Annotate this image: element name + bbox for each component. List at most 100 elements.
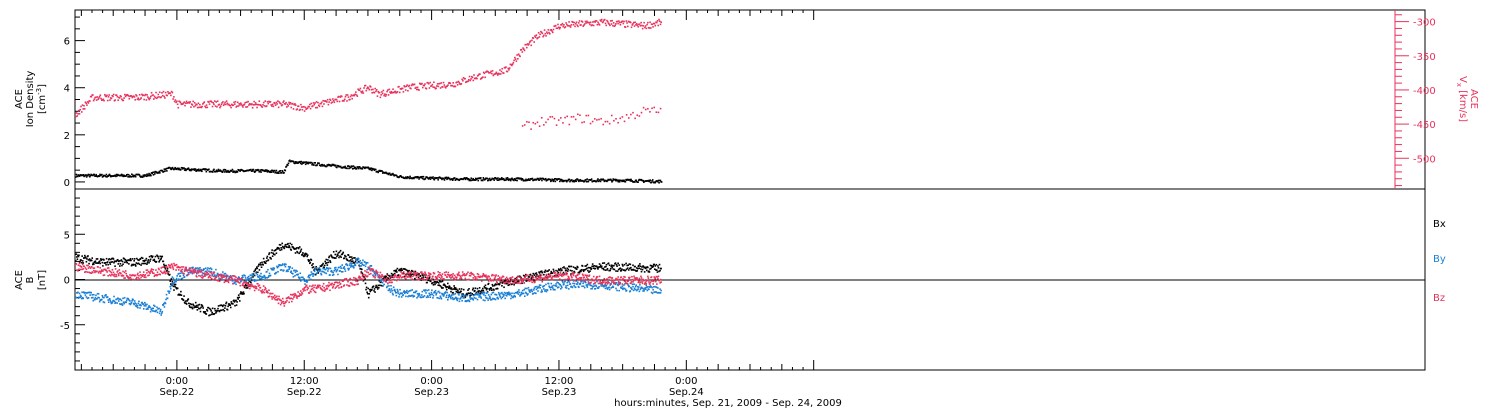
bz-point [186,270,189,272]
by-point [479,293,481,296]
bz-point [475,279,478,281]
by-point [477,292,480,295]
bx-point [621,268,623,270]
by-point [442,295,445,297]
by-point [545,283,547,286]
velocity-point [512,61,515,64]
bx-point [182,299,185,301]
velocity-point [184,102,187,104]
bx-point [391,276,393,278]
density-point [406,177,408,180]
density-point [467,178,470,180]
by-point [120,303,122,306]
by-point [538,285,540,288]
by-point [98,296,100,299]
density-point [321,163,324,166]
by-point [258,276,260,279]
bz-point [205,273,208,275]
by-point [508,294,511,296]
bx-point [604,269,607,271]
bz-point [355,280,357,282]
velocity-point [359,87,362,90]
bz-point [90,266,93,268]
bz-point [473,279,476,281]
bz-point [485,274,487,277]
bx-point [209,314,211,316]
density-point [420,176,423,179]
velocity-point [534,36,537,39]
velocity-point [526,43,529,45]
by-point [216,274,218,277]
by-point [261,276,264,279]
velocity-point [234,100,237,103]
by-point [77,291,79,294]
velocity-point [534,122,537,125]
by-point [535,292,537,295]
bx-point [315,268,318,270]
bx-point [476,287,479,290]
bz-point [268,289,270,291]
bz-point [470,271,472,274]
density-point [470,177,473,180]
by-point [627,284,630,286]
bx-point [169,280,172,282]
density-point [429,176,431,179]
velocity-point [623,120,626,123]
velocity-point [489,71,492,74]
density-point [364,167,366,170]
bx-point [449,286,451,289]
by-point [169,285,172,288]
bz-point [477,273,480,276]
bz-point [398,277,401,279]
bz-point [392,278,394,281]
by-point [659,292,662,294]
bz-point [277,302,280,305]
density-point [295,162,297,164]
bx-point [597,268,599,270]
by-point [482,299,485,301]
bz-point [84,267,87,269]
bz-point [436,277,438,280]
velocity-point [634,21,637,24]
bx-point [143,260,146,263]
bx-point [161,255,164,258]
bx-point [621,263,624,266]
by-point [120,299,123,302]
bx-point [406,269,409,272]
density-point [492,178,495,180]
bz-point [354,277,357,280]
bx-point [660,267,662,270]
density-point [300,160,303,163]
velocity-point [282,101,284,104]
velocity-point [202,103,204,105]
bx-point [111,257,113,260]
bz-point [414,271,416,274]
bx-point [92,262,95,265]
velocity-point [600,20,602,22]
bx-point [169,283,172,285]
bx-point [296,251,299,254]
by-point [98,300,101,303]
by-point [326,267,329,270]
velocity-point [612,24,614,27]
velocity-point [440,82,443,84]
density-point [330,164,333,167]
by-point [346,264,349,267]
bx-point [221,304,224,307]
bz-point [215,275,218,278]
by-point [128,299,130,301]
velocity-point [537,31,540,34]
by-point [455,297,458,299]
density-point [83,175,86,177]
bx-point [647,266,649,269]
bx-point [572,266,575,268]
bx-point [205,313,208,315]
velocity-point [185,100,188,103]
by-point [103,301,106,304]
bx-series [75,242,662,317]
by-point [463,294,466,297]
by-point [578,286,580,289]
by-point [215,268,217,271]
by-point [421,290,424,293]
bz-point [210,272,212,274]
